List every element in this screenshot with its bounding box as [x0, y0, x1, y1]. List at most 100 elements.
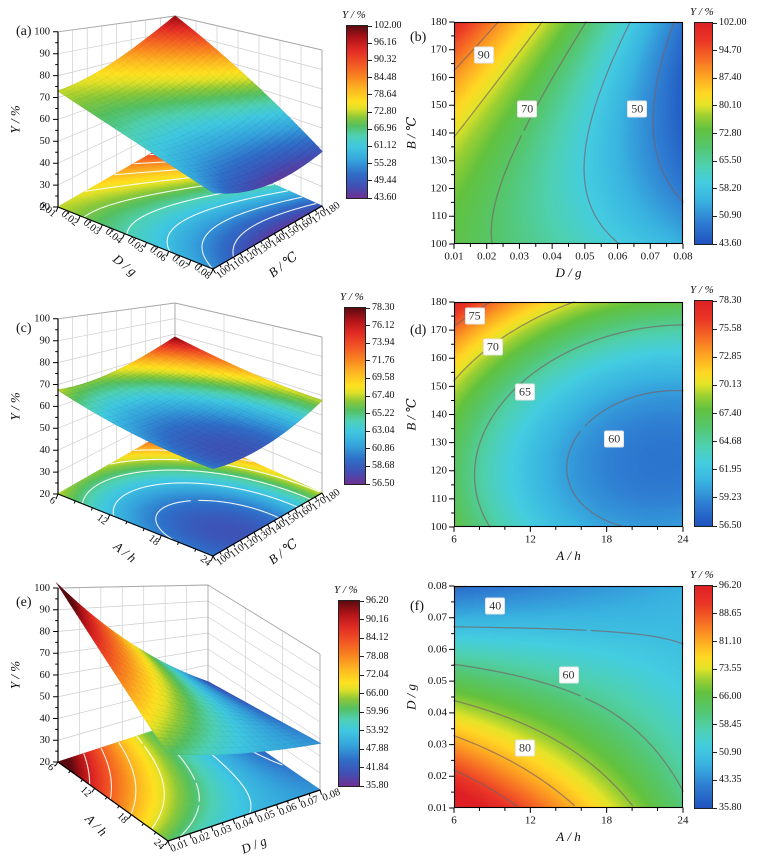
colorbar-tick-label: 72.04 [366, 669, 389, 680]
panel-f: (f) Y / % 96.20 88.65 81.10 73.55 66.00 58.45 5… [386, 569, 772, 860]
panel-d: (d) Y / % 78.30 75.58 72.85 70.13 67.40 64.68 6… [386, 284, 772, 574]
colorbar-f: Y / % 96.20 88.65 81.10 73.55 66.00 58.45 50.90… [690, 569, 761, 813]
colorbar-tick-label: 65.22 [372, 407, 395, 419]
colorbar-tick-label: 72.85 [719, 351, 742, 363]
colorbar-tick [360, 748, 364, 750]
colorbar-tick-label: 67.40 [719, 407, 742, 419]
colorbar-tick [368, 145, 372, 147]
colorbar-tick [360, 693, 364, 694]
colorbar-tick [368, 111, 372, 113]
colorbar-tick-label: 78.64 [374, 88, 397, 100]
panel-label-c: (c) [16, 321, 32, 336]
colorbar-gradient [338, 600, 360, 787]
colorbar-tick [713, 525, 717, 527]
colorbar-tick-label: 43.60 [719, 238, 742, 249]
colorbar-tick [713, 441, 717, 443]
colorbar-d: Y / % 78.30 75.58 72.85 70.13 67.40 64.68 61.95… [690, 284, 761, 531]
colorbar-tick-label: 80.10 [719, 99, 742, 111]
colorbar-tick-label: 49.44 [374, 174, 397, 186]
colorbar-tick-label: 50.90 [719, 210, 742, 222]
colorbar-tick-label: 53.92 [366, 724, 389, 736]
contour-label: 65 [514, 383, 535, 401]
colorbar-tick [713, 77, 717, 79]
contour-label: 70 [482, 338, 503, 356]
colorbar-tick [368, 42, 372, 44]
colorbar-tick-label: 78.30 [372, 302, 395, 313]
colorbar-tick [713, 779, 717, 781]
colorbar-tick-label: 72.80 [374, 106, 397, 117]
contour-label: 75 [464, 307, 485, 324]
colorbar-title: Y / % [690, 6, 714, 18]
panel-b: (b) Y / % 102.00 94.70 87.40 80.10 72.80 65.50… [386, 0, 772, 287]
colorbar-tick [713, 585, 717, 587]
colorbar-gradient [694, 300, 713, 527]
contour-label: 60 [558, 666, 579, 684]
colorbar-tick-label: 65.50 [719, 155, 742, 167]
colorbar-tick [360, 785, 364, 787]
colorbar-tick [366, 483, 370, 485]
colorbar-tick-label: 72.80 [719, 127, 742, 139]
colorbar-tick-label: 56.50 [372, 478, 395, 489]
colorbar-tick-label: 94.70 [719, 44, 742, 56]
colorbar-tick-label: 96.16 [374, 37, 397, 49]
panel-label-f: (f) [410, 599, 424, 614]
colorbar-tick-label: 58.68 [372, 460, 395, 472]
contour-label: 90 [473, 46, 494, 64]
colorbar-tick-label: 78.08 [366, 650, 389, 662]
colorbar-c: Y / % 78.30 76.12 73.94 71.76 69.58 67.40 65.22… [340, 291, 414, 489]
panel-e: (e) Y / % 96.20 90.16 84.12 78.08 72.04 66.00 5… [0, 573, 389, 860]
colorbar-tick [713, 50, 717, 52]
colorbar-tick-label: 59.96 [366, 706, 389, 717]
colorbar-tick-label: 78.30 [719, 295, 742, 306]
panel-c: (c) Y / % 78.30 76.12 73.94 71.76 69.58 67.40 6… [0, 287, 395, 574]
colorbar-tick [713, 413, 717, 414]
colorbar-tick-label: 73.94 [372, 337, 395, 349]
colorbar-tick [713, 641, 717, 642]
colorbar-tick-label: 66.96 [374, 123, 397, 135]
contour-label: 70 [517, 100, 538, 118]
colorbar-title: Y / % [690, 284, 714, 296]
panel-label-a: (a) [16, 24, 32, 39]
colorbar-tick [713, 356, 717, 358]
colorbar-tick [713, 384, 717, 386]
colorbar-tick [368, 59, 372, 61]
colorbar-title: Y / % [342, 9, 366, 21]
colorbar-tick [360, 600, 364, 602]
colorbar-tick [368, 163, 372, 165]
colorbar-gradient [694, 22, 713, 245]
colorbar-tick-label: 64.68 [719, 435, 742, 447]
colorbar-tick-label: 61.12 [374, 140, 397, 152]
colorbar-tick-label: 66.00 [719, 691, 742, 702]
colorbar-tick-label: 67.40 [372, 390, 395, 401]
colorbar-tick-label: 102.00 [374, 20, 402, 31]
colorbar-tick [368, 77, 372, 79]
colorbar-tick [713, 469, 717, 471]
colorbar-tick-label: 61.95 [719, 463, 742, 475]
colorbar-tick-label: 63.04 [372, 425, 395, 437]
colorbar-tick [366, 360, 370, 362]
colorbar-tick [366, 342, 370, 344]
colorbar-tick [368, 94, 372, 96]
colorbar-a: Y / % 102.00 96.16 90.32 84.48 78.64 72.80 66.9… [342, 9, 416, 203]
colorbar-tick [366, 395, 370, 397]
panel-a: (a) Y / % 102.00 96.16 90.32 84.48 78.64 72.80… [0, 0, 402, 287]
colorbar-tick-label: 69.58 [372, 372, 395, 384]
colorbar-tick-label: 60.86 [372, 442, 395, 454]
colorbar-tick [713, 807, 717, 809]
colorbar-tick [713, 300, 717, 302]
colorbar-tick-label: 84.48 [374, 71, 397, 83]
surface-plot-a [0, 0, 386, 287]
colorbar-tick [713, 668, 717, 670]
colorbar-tick [713, 696, 717, 698]
colorbar-title: Y / % [334, 584, 358, 596]
colorbar-tick-label: 87.40 [719, 72, 742, 84]
colorbar-tick [713, 215, 717, 217]
colorbar-tick-label: 43.60 [374, 192, 397, 203]
colorbar-tick [713, 752, 717, 753]
surface-plot-e [0, 573, 386, 860]
colorbar-tick [713, 243, 717, 245]
colorbar-tick-label: 66.00 [366, 687, 389, 699]
colorbar-tick-label: 55.28 [374, 157, 397, 169]
colorbar-tick [366, 413, 370, 415]
colorbar-tick [368, 128, 372, 130]
